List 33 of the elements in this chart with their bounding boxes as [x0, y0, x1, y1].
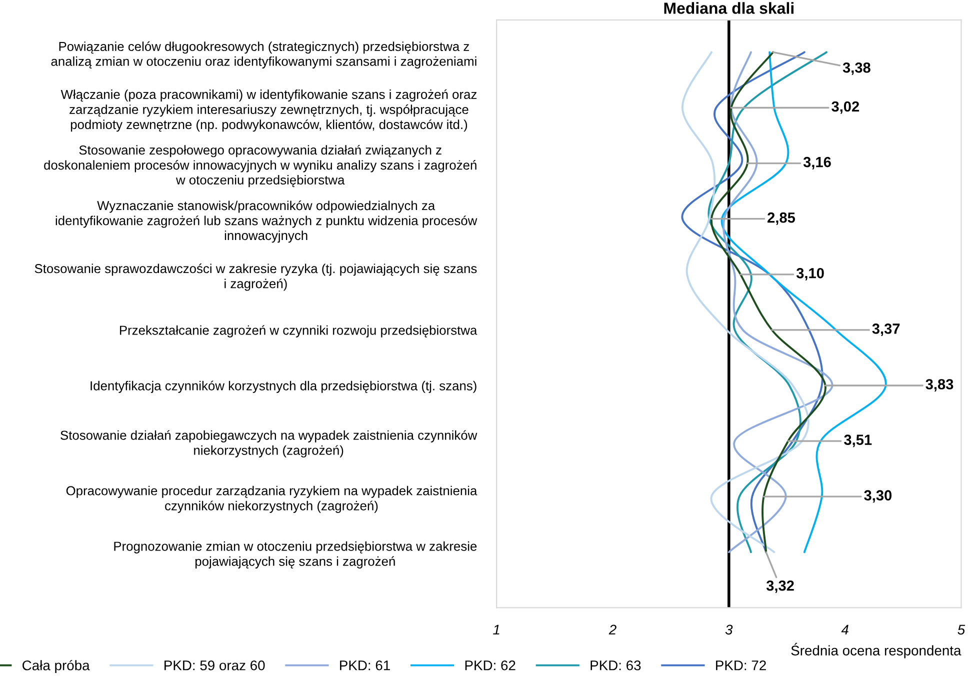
- y-tick-label: Wyznaczanie stanowisk/pracowników odpowiedzialnych za identyfikowanie zagrożeń lub szans ważnych z punktu widzenia procesów innowacyjnych: [56, 200, 478, 243]
- data-label: 3,51: [844, 434, 872, 448]
- x-tick-label: 4: [841, 624, 848, 634]
- data-label: 3,83: [926, 379, 954, 392]
- y-tick-label: Stosowanie działań zapobiegawczych na wypadek zaistnienia czynników niekorzystnych (zagrożeń): [60, 430, 478, 458]
- y-tick-label: Opracowywanie procedur zarządzania ryzykiem na wypadek zaistnienia czynników niekorzystnych (zagrożeń): [66, 486, 478, 513]
- y-tick-label: Identyfikacja czynników korzystnych dla przedsiębiorstwa (tj. szans): [90, 380, 476, 393]
- y-tick-label: Prognozowanie zmian w otoczeniu przedsiębiorstwa w zakresie pojawiających się szans i zagrożeń: [114, 541, 477, 568]
- y-tick-label: Włączanie (poza pracownikami) w identyfikowanie szans i zagrożeń oraz zarządzanie ryzykiem interesariuszy zewnętrznych, tj. współpracujące podmioty zewnętrzne (np. podwykonawców, klientów, dostawców itd.): [60, 89, 477, 132]
- legend-label: PKD: 72: [716, 660, 766, 670]
- legend-label: PKD: 62: [465, 660, 516, 670]
- x-axis-title: Średnia ocena respondenta: [791, 642, 962, 658]
- x-tick-label: 5: [958, 624, 966, 635]
- legend-label: PKD: 59 oraz 60: [164, 660, 265, 670]
- y-tick-label: Powiązanie celów długookresowych (strategicznych) przedsiębiorstwa z analizą zmian w otoczeniu oraz identyfikowanymi szansami i zagrożeniami: [51, 41, 476, 68]
- y-tick-label: Stosowanie zespołowego opracowywania działań związanych z doskonaleniem procesów innowacyjnych w wyniku analizy szans i zagrożeń w otoczeniu przedsiębiorstwa: [44, 144, 476, 188]
- x-tick-label: 3: [725, 624, 733, 635]
- legend-label: PKD: 61: [340, 660, 390, 670]
- legend-label: PKD: 63: [590, 660, 641, 670]
- ref-line-label: Mediana dla skali: [664, 2, 794, 14]
- legend-label: Cała próba: [22, 660, 90, 674]
- data-label: 3,10: [796, 268, 824, 280]
- data-label: 3,37: [872, 324, 900, 336]
- x-tick-label: 1: [493, 624, 500, 634]
- y-tick-label: Przekształcanie zagrożeń w czynniki rozwoju przedsiębiorstwa: [120, 325, 478, 338]
- x-tick-label: 2: [608, 624, 616, 634]
- data-label: 3,38: [842, 62, 870, 75]
- y-tick-label: Stosowanie sprawozdawczości w zakresie ryzyka (tj. pojawiających się szans i zagrożeń): [34, 264, 477, 291]
- data-label: 3,32: [766, 580, 794, 593]
- data-label: 3,02: [832, 101, 860, 114]
- data-label: 3,16: [803, 156, 831, 170]
- data-label: 3,30: [864, 490, 892, 503]
- data-label: 2,85: [768, 212, 796, 225]
